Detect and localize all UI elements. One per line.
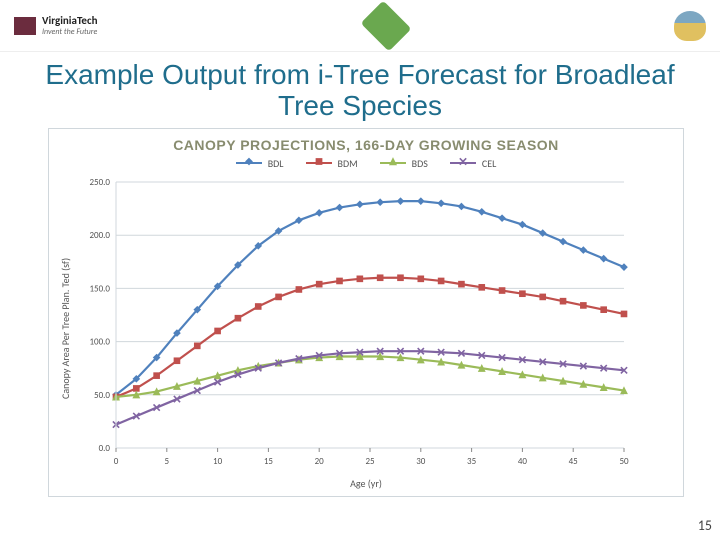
svg-text:25: 25 bbox=[365, 456, 375, 467]
svg-text:50.0: 50.0 bbox=[94, 389, 110, 400]
vt-icon bbox=[14, 17, 36, 35]
virginiatech-logo: VirginiaTech Invent the Future bbox=[14, 14, 97, 37]
svg-text:10: 10 bbox=[213, 456, 223, 467]
svg-text:40: 40 bbox=[518, 456, 528, 467]
svg-text:0.0: 0.0 bbox=[99, 443, 111, 454]
svg-text:35: 35 bbox=[467, 456, 477, 467]
legend-swatch-bdl bbox=[236, 162, 262, 165]
legend-label: BDM bbox=[338, 157, 358, 170]
svg-text:20: 20 bbox=[315, 456, 325, 467]
legend-label: CEL bbox=[482, 157, 496, 170]
cwp-logo bbox=[366, 10, 406, 42]
chart-legend: BDL BDM BDS CEL bbox=[57, 157, 675, 170]
slide-title: Example Output from i-Tree Forecast for … bbox=[20, 60, 700, 122]
svg-text:150.0: 150.0 bbox=[89, 283, 110, 294]
svg-text:30: 30 bbox=[416, 456, 426, 467]
svg-text:45: 45 bbox=[569, 456, 579, 467]
legend-swatch-bds bbox=[380, 162, 406, 165]
legend-swatch-cel bbox=[450, 162, 476, 165]
legend-swatch-bdm bbox=[306, 162, 332, 165]
svg-text:0: 0 bbox=[114, 456, 119, 467]
legend-item-bds: BDS bbox=[380, 157, 428, 170]
chart-plot: 0.0 50.0 100.0 150.0 200.0 250.0 0 5 10 15 20 25 30 3… bbox=[72, 176, 632, 476]
cbp-icon bbox=[674, 11, 706, 41]
svg-text:15: 15 bbox=[264, 456, 274, 467]
cwp-icon bbox=[360, 0, 411, 51]
legend-label: BDL bbox=[268, 157, 284, 170]
y-axis-label: Canopy Area Per Tree Plan. Ted (sf) bbox=[57, 176, 72, 481]
header-logo-bar: VirginiaTech Invent the Future bbox=[0, 0, 720, 52]
svg-text:250.0: 250.0 bbox=[89, 177, 110, 188]
svg-text:50: 50 bbox=[619, 456, 629, 467]
cbp-logo bbox=[674, 11, 706, 41]
svg-text:5: 5 bbox=[165, 456, 170, 467]
svg-text:200.0: 200.0 bbox=[89, 230, 110, 241]
chart-title: CANOPY PROJECTIONS, 166-DAY GROWING SEAS… bbox=[57, 137, 675, 153]
legend-item-bdl: BDL bbox=[236, 157, 284, 170]
legend-item-cel: CEL bbox=[450, 157, 496, 170]
legend-item-bdm: BDM bbox=[306, 157, 358, 170]
legend-label: BDS bbox=[412, 157, 428, 170]
chart-container: CANOPY PROJECTIONS, 166-DAY GROWING SEAS… bbox=[48, 128, 684, 497]
svg-text:100.0: 100.0 bbox=[89, 336, 110, 347]
vt-tagline: Invent the Future bbox=[42, 27, 97, 37]
slide-number: 15 bbox=[698, 517, 712, 534]
vt-wordmark: VirginiaTech bbox=[42, 14, 97, 27]
